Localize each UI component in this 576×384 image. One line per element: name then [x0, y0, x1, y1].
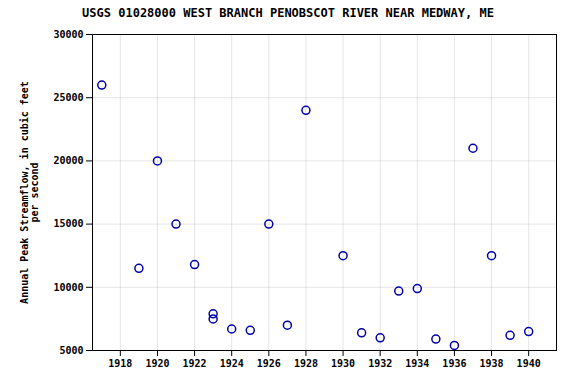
svg-text:20000: 20000	[53, 155, 83, 166]
svg-text:1920: 1920	[145, 358, 169, 369]
svg-text:1918: 1918	[108, 358, 132, 369]
svg-text:1926: 1926	[257, 358, 281, 369]
svg-text:1934: 1934	[405, 358, 429, 369]
html-text:USGS 01028000 WEST BRANCH PENO: USGS 01028000 WEST BRANCH PENOBSCOT RIVE…	[82, 6, 494, 20]
svg-text:1928: 1928	[294, 358, 318, 369]
svg-text:1930: 1930	[331, 358, 355, 369]
svg-text:1932: 1932	[368, 358, 392, 369]
svg-text:5000: 5000	[59, 345, 83, 356]
svg-text:1924: 1924	[220, 358, 244, 369]
svg-text:30000: 30000	[53, 29, 83, 40]
svg-text:25000: 25000	[53, 92, 83, 103]
svg-text:1940: 1940	[517, 358, 541, 369]
svg-text:1936: 1936	[442, 358, 466, 369]
svg-text:10000: 10000	[53, 282, 83, 293]
svg-text:1938: 1938	[479, 358, 503, 369]
svg-text:15000: 15000	[53, 218, 83, 229]
svg-text:1922: 1922	[183, 358, 207, 369]
svg-text:Annual Peak Streamflow, in cub: Annual Peak Streamflow, in cubic feetper…	[19, 81, 40, 304]
